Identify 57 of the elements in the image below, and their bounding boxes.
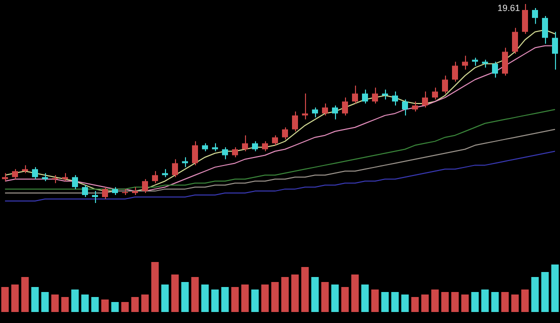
bar bbox=[481, 290, 489, 312]
bar bbox=[461, 294, 469, 312]
bar bbox=[111, 302, 119, 312]
annotation: 19.61 bbox=[497, 2, 520, 13]
bar bbox=[261, 284, 269, 312]
bar bbox=[431, 290, 439, 312]
bar bbox=[241, 284, 249, 312]
bar bbox=[551, 264, 559, 312]
bar bbox=[541, 272, 549, 312]
bar bbox=[101, 300, 109, 312]
bar bbox=[21, 277, 29, 312]
bar bbox=[201, 284, 209, 312]
bar bbox=[61, 297, 69, 312]
bar bbox=[91, 297, 99, 312]
bar bbox=[391, 292, 399, 312]
bar bbox=[171, 274, 179, 312]
bar bbox=[511, 294, 519, 312]
bar bbox=[441, 292, 449, 312]
bar bbox=[501, 292, 509, 312]
bar bbox=[421, 294, 429, 312]
bar bbox=[531, 277, 539, 312]
bar bbox=[281, 277, 289, 312]
bar bbox=[351, 274, 359, 312]
bar bbox=[51, 294, 59, 312]
bar bbox=[291, 274, 299, 312]
bar bbox=[1, 287, 9, 312]
bar bbox=[381, 292, 389, 312]
bar bbox=[521, 290, 529, 312]
bar bbox=[231, 287, 239, 312]
bar bbox=[341, 287, 349, 312]
bar bbox=[81, 294, 89, 312]
bar bbox=[161, 284, 169, 312]
bar bbox=[301, 267, 309, 312]
bar bbox=[11, 284, 19, 312]
bar bbox=[151, 262, 159, 312]
bar bbox=[401, 294, 409, 312]
bar bbox=[331, 284, 339, 312]
bar bbox=[41, 292, 49, 312]
bar bbox=[371, 290, 379, 312]
bar bbox=[181, 282, 189, 312]
bar bbox=[211, 290, 219, 312]
bar bbox=[131, 297, 139, 312]
bar bbox=[321, 282, 329, 312]
bar bbox=[121, 302, 129, 312]
bar bbox=[251, 290, 259, 312]
bar bbox=[451, 292, 459, 312]
bar bbox=[311, 277, 319, 312]
bar bbox=[221, 287, 229, 312]
bar bbox=[361, 284, 369, 312]
bar bbox=[411, 297, 419, 312]
bar bbox=[31, 287, 39, 312]
bar bbox=[271, 282, 279, 312]
bar bbox=[71, 290, 79, 312]
bar bbox=[471, 292, 479, 312]
bar bbox=[191, 277, 199, 312]
bar bbox=[141, 294, 149, 312]
bar bbox=[491, 292, 499, 312]
